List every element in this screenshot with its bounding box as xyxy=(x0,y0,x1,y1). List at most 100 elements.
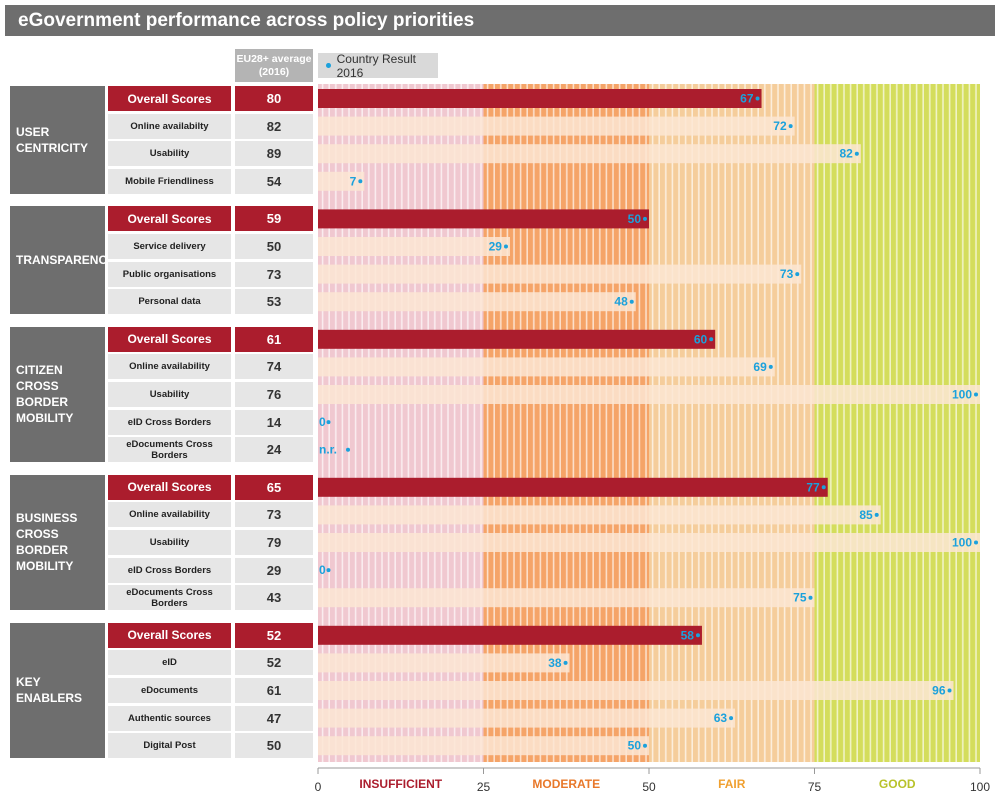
x-tick-label: 75 xyxy=(808,780,822,794)
value-dot-icon xyxy=(788,124,793,129)
value-dot-icon xyxy=(795,272,800,277)
country-bar xyxy=(318,588,815,608)
country-bar xyxy=(318,116,795,136)
x-tick-label: 100 xyxy=(970,780,990,794)
value-dot-icon xyxy=(947,688,952,693)
eu-average-value: 52 xyxy=(235,650,313,676)
country-bar xyxy=(318,144,861,164)
indicator-label: Online availability xyxy=(108,502,231,528)
value-dot-icon xyxy=(503,244,508,249)
overall-score-label: Overall Scores xyxy=(108,86,231,111)
eu-average-value: 61 xyxy=(235,326,313,352)
value-dot-icon xyxy=(974,540,978,545)
band-label: INSUFFICIENT xyxy=(359,777,442,791)
country-bar xyxy=(318,209,649,229)
eu-average-value: 24 xyxy=(235,437,313,463)
value-label: 50 xyxy=(628,212,642,226)
indicator-label: Authentic sources xyxy=(108,705,231,731)
eu-average-value: 65 xyxy=(235,474,313,500)
x-tick-label: 0 xyxy=(315,780,322,794)
value-dot-icon xyxy=(695,633,700,638)
value-dot-icon xyxy=(643,216,647,221)
country-bar xyxy=(318,237,510,256)
eu-average-value: 29 xyxy=(235,557,313,583)
value-label: 0 xyxy=(319,415,326,429)
value-dot-icon xyxy=(346,447,350,452)
value-dot-icon xyxy=(974,392,978,397)
country-bar xyxy=(318,329,716,349)
eu-average-value: 53 xyxy=(235,289,313,315)
chart-title: eGovernment performance across policy pr… xyxy=(18,10,475,31)
overall-score-label: Overall Scores xyxy=(108,206,231,232)
indicator-label: Mobile Friendliness xyxy=(108,168,231,194)
indicator-label: eID xyxy=(108,650,231,676)
value-dot-icon xyxy=(563,660,568,665)
eu-average-value: 50 xyxy=(235,234,313,259)
indicator-label: Usability xyxy=(108,530,231,555)
value-label: 0 xyxy=(319,563,326,577)
value-dot-icon xyxy=(643,743,647,748)
value-dot-icon xyxy=(755,96,760,101)
value-dot-icon xyxy=(326,420,331,425)
value-dot-icon xyxy=(326,568,331,573)
country-bar xyxy=(318,89,762,108)
eu-average-value: 59 xyxy=(235,206,313,232)
indicator-label: Digital Post xyxy=(108,733,231,759)
band-label: GOOD xyxy=(879,777,916,791)
value-label: 69 xyxy=(753,360,767,374)
indicator-label: Online availability xyxy=(108,354,231,380)
value-dot-icon xyxy=(358,179,363,184)
country-bar xyxy=(318,533,980,552)
value-dot-icon xyxy=(768,364,773,369)
overall-score-label: Overall Scores xyxy=(108,622,231,648)
country-bar xyxy=(318,357,775,377)
value-label: 48 xyxy=(614,295,628,309)
value-dot-icon xyxy=(854,151,859,156)
value-dot-icon xyxy=(874,512,879,517)
group-label: TRANSPARENCY xyxy=(10,206,115,315)
value-label: 67 xyxy=(740,92,754,106)
value-label: 77 xyxy=(806,480,820,494)
eu-average-value: 52 xyxy=(235,622,313,648)
value-label: 96 xyxy=(932,684,946,698)
country-bar xyxy=(318,505,881,525)
value-dot-icon xyxy=(709,337,714,342)
eu-average-header-text: EU28+ average (2016) xyxy=(236,52,312,78)
value-label: 82 xyxy=(839,147,853,161)
indicator-label: Usability xyxy=(108,382,231,407)
country-bar xyxy=(318,385,980,404)
band-label: FAIR xyxy=(718,777,746,791)
value-label: 60 xyxy=(694,332,708,346)
x-tick-label: 50 xyxy=(642,780,656,794)
eu-average-value: 74 xyxy=(235,354,313,380)
eu-average-value: 79 xyxy=(235,530,313,555)
eu-average-value: 54 xyxy=(235,168,313,194)
value-dot-icon xyxy=(808,595,813,600)
value-label: 100 xyxy=(952,388,972,402)
eu-average-value: 61 xyxy=(235,678,313,703)
eu-average-value: 43 xyxy=(235,585,313,611)
value-label: 73 xyxy=(780,267,794,281)
value-label: 63 xyxy=(714,711,728,725)
legend: Country Result 2016 xyxy=(318,52,438,80)
value-label: 100 xyxy=(952,536,972,550)
value-label: n.r. xyxy=(319,443,337,457)
value-label: 75 xyxy=(793,591,807,605)
value-dot-icon xyxy=(821,485,826,490)
group-label: CITIZEN CROSS BORDER MOBILITY xyxy=(10,326,105,463)
band-stripes xyxy=(318,84,980,762)
value-label: 38 xyxy=(548,656,562,670)
value-label: 50 xyxy=(628,739,642,753)
eu-average-value: 89 xyxy=(235,141,313,167)
legend-dot-icon xyxy=(326,63,331,68)
eu-average-value: 80 xyxy=(235,86,313,111)
country-bar xyxy=(318,625,702,645)
value-dot-icon xyxy=(729,716,734,721)
value-dot-icon xyxy=(629,299,634,304)
country-bar xyxy=(318,681,954,700)
value-label: 7 xyxy=(350,174,357,188)
indicator-label: Usability xyxy=(108,141,231,167)
indicator-label: Public organisations xyxy=(108,261,231,287)
indicator-label: Service delivery xyxy=(108,234,231,259)
eu-average-value: 73 xyxy=(235,261,313,287)
